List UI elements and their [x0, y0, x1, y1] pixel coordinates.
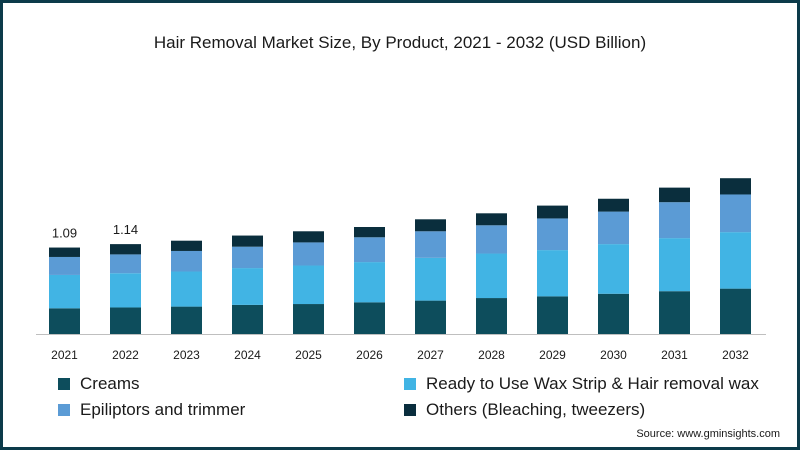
bar-segment-2022-s0 [110, 307, 141, 334]
bar-segment-2021-s0 [49, 308, 80, 334]
legend-item-creams: Creams [58, 374, 140, 394]
bar-segment-2028-s0 [476, 298, 507, 334]
bar-segment-2029-s1 [537, 250, 568, 297]
x-tick-label-2032: 2032 [722, 348, 749, 362]
bar-segment-2027-s2 [415, 231, 446, 258]
bar-segment-2029-s2 [537, 218, 568, 251]
bar-segment-2031-s3 [659, 187, 690, 203]
bar-segment-2023-s2 [171, 250, 202, 272]
bar-segment-2024-s0 [232, 304, 263, 334]
bar-segment-2029-s0 [537, 296, 568, 334]
bar-segment-2030-s1 [598, 244, 629, 294]
data-label-2022: 1.14 [113, 222, 138, 237]
bar-segment-2032-s0 [720, 288, 751, 334]
bar-segment-2022-s3 [110, 244, 141, 255]
legend-label-others: Others (Bleaching, tweezers) [426, 400, 646, 419]
x-tick-label-2029: 2029 [539, 348, 566, 362]
bar-segment-2030-s2 [598, 211, 629, 245]
x-tick-label-2027: 2027 [417, 348, 444, 362]
x-tick-label-2022: 2022 [112, 348, 139, 362]
bar-segment-2026-s1 [354, 262, 385, 303]
bar-segment-2024-s3 [232, 235, 263, 247]
bar-segment-2022-s2 [110, 254, 141, 274]
bar-segment-2031-s0 [659, 291, 690, 334]
bar-segment-2025-s3 [293, 231, 324, 243]
x-tick-label-2031: 2031 [661, 348, 688, 362]
bar-segment-2022-s1 [110, 273, 141, 308]
bar-segment-2029-s3 [537, 205, 568, 219]
legend-swatch-others [404, 404, 416, 416]
bar-segment-2023-s0 [171, 306, 202, 334]
bar-segment-2024-s2 [232, 246, 263, 269]
bar-segment-2021-s3 [49, 247, 80, 257]
bar-segment-2024-s1 [232, 268, 263, 305]
bar-segment-2027-s0 [415, 300, 446, 334]
bar-segment-2031-s1 [659, 238, 690, 292]
bar-segment-2032-s3 [720, 178, 751, 195]
data-label-2021: 1.09 [52, 226, 77, 241]
bar-segment-2032-s1 [720, 232, 751, 289]
legend-swatch-wax [404, 378, 416, 390]
bar-segment-2031-s2 [659, 202, 690, 239]
bar-segment-2023-s3 [171, 240, 202, 251]
bar-segment-2023-s1 [171, 271, 202, 307]
bar-segment-2032-s2 [720, 194, 751, 233]
chart-title: Hair Removal Market Size, By Product, 20… [153, 33, 647, 52]
legend-item-wax: Ready to Use Wax Strip & Hair removal wa… [404, 374, 759, 394]
legend-item-epilators: Epiliptors and trimmer [58, 400, 245, 420]
x-tick-label-2023: 2023 [173, 348, 200, 362]
bar-segment-2025-s2 [293, 242, 324, 266]
bar-segment-2026-s0 [354, 302, 385, 334]
bar-segment-2028-s3 [476, 213, 507, 226]
legend-label-wax: Ready to Use Wax Strip & Hair removal wa… [426, 374, 759, 393]
legend-item-others: Others (Bleaching, tweezers) [404, 400, 645, 420]
x-tick-label-2021: 2021 [51, 348, 78, 362]
source-note: Source: www.gminsights.com [636, 428, 780, 440]
legend-swatch-creams [58, 378, 70, 390]
bar-segment-2025-s1 [293, 265, 324, 305]
legend-swatch-epilators [58, 404, 70, 416]
bar-segment-2030-s3 [598, 198, 629, 212]
legend-label-epilators: Epiliptors and trimmer [80, 400, 246, 419]
bar-segment-2028-s1 [476, 253, 507, 299]
x-tick-label-2024: 2024 [234, 348, 261, 362]
bar-segment-2030-s0 [598, 293, 629, 334]
bar-segment-2028-s2 [476, 225, 507, 254]
bar-segment-2026-s3 [354, 227, 385, 238]
x-tick-label-2028: 2028 [478, 348, 505, 362]
legend-label-creams: Creams [80, 374, 140, 393]
bar-segment-2021-s2 [49, 256, 80, 275]
x-tick-label-2030: 2030 [600, 348, 627, 362]
bar-segment-2026-s2 [354, 237, 385, 263]
bar-segment-2021-s1 [49, 274, 80, 309]
bar-segment-2027-s3 [415, 219, 446, 232]
bar-segment-2025-s0 [293, 304, 324, 334]
bar-segment-2027-s1 [415, 257, 446, 301]
x-tick-label-2026: 2026 [356, 348, 383, 362]
x-tick-label-2025: 2025 [295, 348, 322, 362]
